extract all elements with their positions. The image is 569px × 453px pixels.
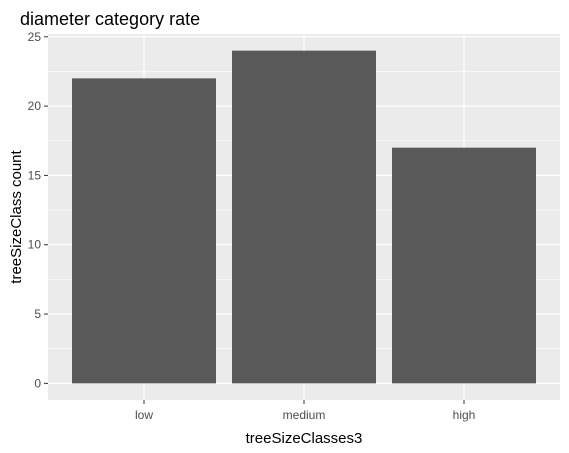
y-tick-label: 15 xyxy=(28,168,42,182)
chart-title: diameter category rate xyxy=(20,9,200,29)
y-axis-title: treeSizeClass count xyxy=(8,149,25,283)
y-tick-label: 25 xyxy=(28,30,42,44)
y-tick-label: 20 xyxy=(28,99,42,113)
y-tick-label: 5 xyxy=(34,307,41,321)
bar-low xyxy=(72,78,216,384)
y-axis: 0 5 10 15 20 25 xyxy=(28,30,48,390)
x-tick-label: low xyxy=(135,408,153,422)
x-axis: low medium high xyxy=(135,400,475,422)
x-tick-label: medium xyxy=(283,408,326,422)
bar-high xyxy=(392,147,536,384)
bar-medium xyxy=(232,50,376,384)
y-tick-label: 10 xyxy=(28,238,42,252)
bars xyxy=(72,50,536,384)
x-tick-label: high xyxy=(453,408,476,422)
x-axis-title: treeSizeClasses3 xyxy=(246,430,363,447)
y-tick-label: 0 xyxy=(34,376,41,390)
